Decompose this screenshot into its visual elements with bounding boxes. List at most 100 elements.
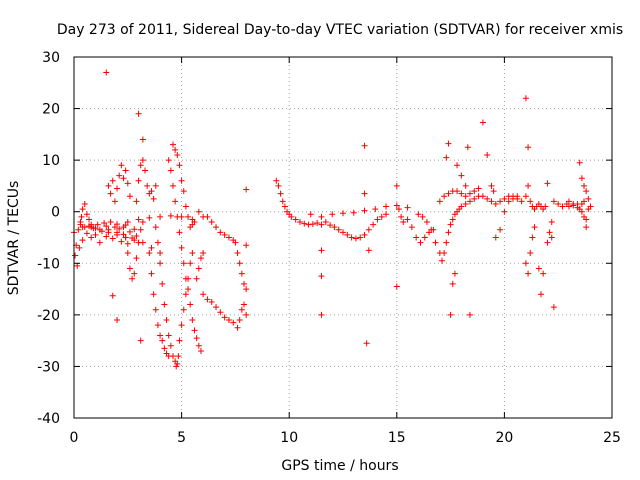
data-point: [350, 209, 357, 216]
data-point: [581, 213, 588, 220]
data-point: [238, 270, 245, 277]
data-point: [144, 182, 151, 189]
data-point: [318, 247, 325, 254]
data-point: [225, 317, 232, 324]
data-point: [548, 219, 555, 226]
data-point: [241, 301, 248, 308]
data-point: [189, 216, 196, 223]
data-point: [243, 286, 250, 293]
data-point: [88, 221, 95, 228]
data-point: [126, 228, 133, 235]
data-point: [471, 195, 478, 202]
data-point: [165, 332, 172, 339]
data-point: [423, 219, 430, 226]
data-point: [243, 311, 250, 318]
data-point: [438, 257, 445, 264]
data-point: [527, 198, 534, 205]
data-point: [176, 337, 183, 344]
data-point: [548, 234, 555, 241]
y-tick-label: 10: [42, 153, 60, 169]
data-point: [92, 225, 99, 232]
data-point: [559, 203, 566, 210]
data-point: [126, 193, 133, 200]
data-point: [195, 208, 202, 215]
data-point: [94, 221, 101, 228]
data-point: [445, 190, 452, 197]
data-point: [148, 188, 155, 195]
data-point: [124, 240, 131, 247]
data-point: [150, 195, 157, 202]
y-tick-label: -30: [37, 359, 60, 375]
data-point: [576, 159, 583, 166]
data-point: [352, 235, 359, 242]
data-point: [443, 154, 450, 161]
y-tick-labels: -40 -30 -20 -10 0 10 20 30: [37, 50, 60, 427]
data-point: [428, 226, 435, 233]
data-point: [187, 260, 194, 267]
data-point: [318, 221, 325, 228]
data-point: [307, 211, 314, 218]
data-point: [421, 234, 428, 241]
data-point: [96, 226, 103, 233]
data-point: [187, 301, 194, 308]
data-point: [501, 208, 508, 215]
axis-ticks: [73, 56, 613, 419]
data-point: [365, 226, 372, 233]
data-point: [75, 226, 82, 233]
data-point: [83, 230, 90, 237]
data-point: [417, 239, 424, 246]
data-point: [146, 249, 153, 256]
data-point: [296, 219, 303, 226]
data-point: [148, 244, 155, 251]
data-point: [129, 275, 136, 282]
data-point: [370, 221, 377, 228]
data-point: [83, 211, 90, 218]
data-point: [78, 213, 85, 220]
data-point: [185, 286, 192, 293]
y-tick-label: -20: [37, 308, 60, 324]
data-point: [544, 180, 551, 187]
data-point: [133, 232, 140, 239]
data-point: [161, 301, 168, 308]
data-point: [544, 239, 551, 246]
data-point: [570, 200, 577, 207]
x-tick-label: 0: [70, 430, 79, 446]
data-point: [230, 319, 237, 326]
data-point: [79, 206, 86, 213]
data-point: [124, 219, 131, 226]
data-point: [361, 190, 368, 197]
data-point: [105, 182, 112, 189]
data-point: [109, 292, 116, 299]
data-point: [581, 182, 588, 189]
data-point: [165, 353, 172, 360]
data-point: [447, 311, 454, 318]
data-point: [197, 347, 204, 354]
data-point: [217, 229, 224, 236]
data-point: [135, 216, 142, 223]
data-point: [497, 226, 504, 233]
data-point: [173, 363, 180, 370]
data-point: [275, 182, 282, 189]
data-point: [454, 188, 461, 195]
data-point: [490, 188, 497, 195]
data-point: [208, 298, 215, 305]
data-point: [159, 280, 166, 287]
data-point: [193, 275, 200, 282]
y-tick-label: 30: [42, 50, 60, 66]
data-point: [103, 223, 110, 230]
data-point: [195, 342, 202, 349]
data-point: [445, 140, 452, 147]
data-point: [225, 234, 232, 241]
data-point: [204, 213, 211, 220]
data-point: [458, 190, 465, 197]
data-point: [273, 177, 280, 184]
data-point: [458, 172, 465, 179]
data-point: [221, 314, 228, 321]
data-point: [451, 270, 458, 277]
data-point: [107, 219, 114, 226]
data-point: [277, 190, 284, 197]
data-point: [208, 219, 215, 226]
data-point: [578, 200, 585, 207]
data-point: [165, 157, 172, 164]
